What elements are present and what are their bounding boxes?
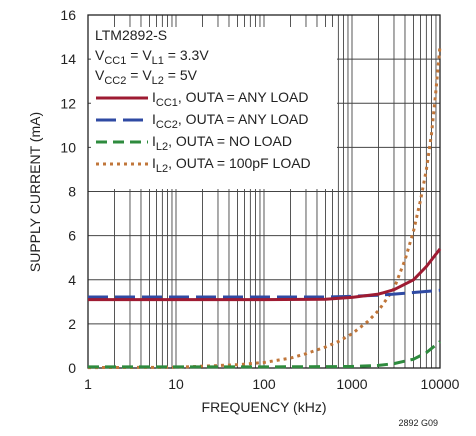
condition-vcc2: VCC2 = VL2 = 5V: [95, 67, 198, 87]
y-tick-label: 10: [60, 139, 76, 155]
series-lines: [87, 45, 442, 370]
y-axis-label: SUPPLY CURRENT (mA): [27, 112, 43, 272]
legend-label: IL2, OUTA = 100pF LOAD: [152, 155, 311, 175]
x-tick-labels: 1 10 100 1000 10000: [84, 376, 460, 392]
y-tick-label: 4: [68, 272, 76, 288]
y-tick-label: 16: [60, 7, 76, 23]
series-line: [88, 247, 442, 302]
x-tick-label: 100: [252, 376, 276, 392]
y-tick-label: 14: [60, 51, 76, 67]
x-tick-label: 10: [168, 376, 184, 392]
y-tick-label: 12: [60, 95, 76, 111]
y-tick-label: 6: [68, 228, 76, 244]
y-tick-label: 2: [68, 316, 76, 332]
legend-background: [91, 27, 337, 189]
device-name: LTM2892-S: [95, 27, 167, 43]
y-tick-labels: 0 2 4 6 8 10 12 14 16: [60, 7, 76, 376]
y-tick-label: 0: [68, 360, 76, 376]
x-tick-label: 10000: [421, 376, 460, 392]
figure-id: 2892 G09: [398, 418, 438, 428]
legend-label: IL2, OUTA = NO LOAD: [152, 133, 292, 153]
y-tick-label: 8: [68, 184, 76, 200]
x-tick-label: 1000: [336, 376, 367, 392]
x-tick-label: 1: [84, 376, 92, 392]
legend-label: ICC2, OUTA = ANY LOAD: [152, 111, 309, 131]
series-line: [88, 340, 441, 369]
x-axis-label: FREQUENCY (kHz): [202, 399, 327, 415]
series-line: [87, 45, 442, 370]
condition-vcc1: VCC1 = VL1 = 3.3V: [95, 47, 209, 67]
legend-label: ICC1, OUTA = ANY LOAD: [152, 89, 309, 109]
series-line: [88, 288, 441, 299]
